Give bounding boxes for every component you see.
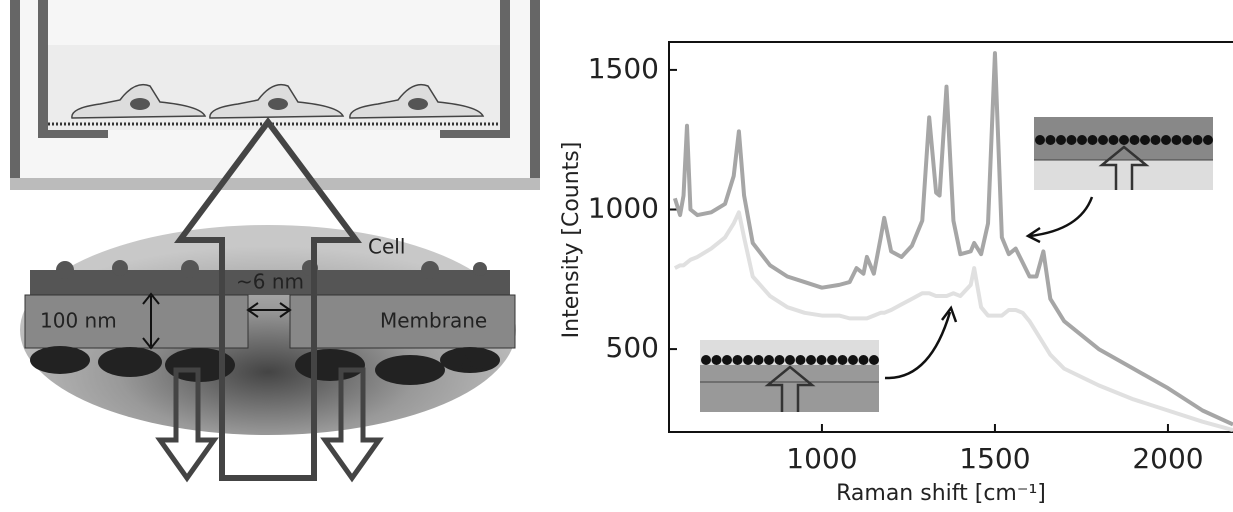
spectrum-chart: 500 1000 1500 1000 1500 2000 Raman shift [cm⁻¹… [559, 41, 1233, 506]
particle [816, 355, 827, 365]
particle [858, 355, 869, 365]
y-tick-label: 500 [606, 331, 659, 364]
particle [1140, 135, 1150, 145]
spectrum-line [672, 51, 1233, 427]
particle [869, 355, 879, 365]
particle [774, 355, 785, 365]
particle [1192, 135, 1203, 145]
axis-frame [668, 41, 1233, 433]
cell-culture-diagram: Cell ~6 nm 100 nm Membrane Au [10, 0, 540, 483]
particle [785, 355, 795, 365]
thickness-label: 100 nm [40, 309, 117, 333]
cell-label: Cell [368, 235, 405, 259]
particle [1087, 135, 1098, 145]
particle [1119, 135, 1129, 145]
y-tick-label: 1500 [588, 52, 659, 85]
particle [764, 355, 774, 365]
particle [711, 355, 722, 365]
particle [1108, 135, 1119, 145]
particle [827, 355, 837, 365]
particle [1077, 135, 1087, 145]
particle [1150, 135, 1161, 145]
particle [1129, 135, 1140, 145]
x-tick-label: 1000 [786, 442, 857, 475]
particle [743, 355, 753, 365]
y-axis-label: Intensity [Counts] [559, 142, 584, 339]
particle [1045, 135, 1056, 145]
particle [848, 355, 858, 365]
particle [732, 355, 743, 365]
particle [795, 355, 806, 365]
particle [1035, 135, 1045, 145]
particle [722, 355, 732, 365]
membrane-label: Membrane [380, 309, 487, 333]
particle [753, 355, 764, 365]
particle [1098, 135, 1108, 145]
particle [806, 355, 816, 365]
insets [700, 117, 1213, 412]
particle [1203, 135, 1213, 145]
y-tick-label: 1000 [588, 192, 659, 225]
x-tick-label: 1500 [959, 442, 1030, 475]
x-tick-label: 2000 [1132, 442, 1203, 475]
gap-label: ~6 nm [236, 270, 304, 294]
particle [701, 355, 711, 365]
particle [1066, 135, 1077, 145]
particle [1182, 135, 1192, 145]
particle [1161, 135, 1171, 145]
spectrum-line [673, 210, 1233, 432]
particle [1171, 135, 1182, 145]
x-axis-label: Raman shift [cm⁻¹] [836, 481, 1046, 506]
gold-label: Au [460, 351, 486, 375]
particle [837, 355, 848, 365]
particle [1056, 135, 1066, 145]
